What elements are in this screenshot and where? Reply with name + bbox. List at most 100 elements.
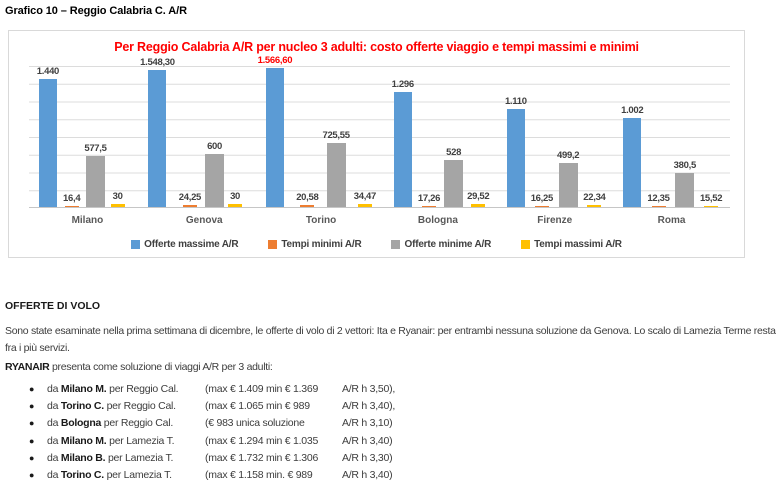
bar	[38, 79, 57, 207]
list-item: ● da Torino C. per Lamezia T. (max € 1.158…	[0, 467, 779, 484]
body-paragraph: Sono state esaminate nella prima settima…	[5, 325, 776, 354]
route-text: da Milano B. per Lamezia T.	[47, 451, 174, 464]
data-label: 12,35	[647, 192, 670, 204]
bar	[587, 205, 602, 207]
data-label: 1.002	[621, 105, 644, 117]
bar-column: 30	[110, 191, 125, 207]
list-item: ● da Torino C. per Reggio Cal. (max € 1.06…	[0, 398, 779, 415]
data-label: 22,34	[583, 192, 606, 203]
legend-swatch-icon	[131, 240, 141, 249]
bullet-list: ● da Milano M. per Reggio Cal. (max € 1.40…	[0, 381, 779, 484]
time-text: A/R h 3,10)	[342, 417, 393, 430]
legend-swatch-icon	[391, 240, 401, 249]
bar-column: 24,25	[179, 192, 201, 207]
bullet-icon: ●	[29, 418, 35, 429]
bar-group-torino: 1.566,60 20,58 725,55 34,47	[258, 55, 376, 207]
legend-item: Tempi minimi A/R	[268, 239, 362, 250]
legend-item: Offerte massime A/R	[131, 239, 239, 250]
legend-label: Tempi massimi A/R	[534, 239, 622, 250]
bar	[148, 69, 167, 207]
route-text: da Torino C. per Reggio Cal.	[47, 400, 176, 413]
bar	[704, 205, 719, 207]
bar	[506, 108, 525, 207]
data-label: 528	[446, 147, 462, 159]
time-text: A/R h 3,40)	[342, 434, 393, 447]
category-label: Bologna	[417, 215, 458, 226]
bar	[444, 160, 464, 207]
bullet-icon: ●	[29, 435, 35, 446]
bar-column: 577,5	[84, 143, 107, 207]
bar-column: 29,52	[467, 191, 490, 207]
bar-column: 30	[228, 191, 243, 207]
legend-label: Offerte minime A/R	[404, 239, 492, 250]
legend-item: Offerte minime A/R	[391, 239, 491, 250]
bar-column: 12,35	[647, 192, 670, 207]
bullet-icon: ●	[29, 452, 35, 463]
bar	[110, 204, 125, 207]
bar-column: 380,5	[674, 160, 696, 207]
time-text: A/R h 3,50),	[342, 383, 396, 395]
data-label: 1.566,60	[257, 55, 293, 66]
data-label: 1.440	[36, 66, 60, 78]
route-city: Milano B.	[60, 451, 106, 464]
bar	[326, 142, 346, 207]
category-label: Torino	[305, 215, 337, 226]
bar	[228, 204, 243, 207]
route-city: Torino C.	[60, 400, 104, 413]
bar-column: 16,25	[531, 193, 553, 207]
data-label: 30	[230, 191, 241, 203]
bar	[623, 118, 642, 207]
route-text: da Torino C. per Lamezia T.	[47, 469, 172, 482]
bar-column: 725,55	[322, 130, 350, 207]
route-city: Torino C.	[60, 469, 104, 482]
data-label: 380,5	[673, 160, 697, 172]
bar-group-bologna: 1.296 17,26 528 29,52	[392, 79, 490, 207]
route-city: Milano M.	[60, 434, 107, 447]
bar-column: 1.548,30	[140, 57, 175, 207]
route-text: da Bologna per Reggio Cal.	[47, 417, 173, 430]
chart-legend: Offerte massime A/R Tempi minimi A/R Offer…	[9, 239, 744, 250]
legend-swatch-icon	[521, 240, 531, 249]
section-heading: OFFERTE DI VOLO	[5, 300, 101, 312]
data-label: 1.296	[391, 79, 415, 90]
chart-title: Per Reggio Calabria A/R per nucleo 3 adu…	[114, 40, 639, 54]
bar-column: 15,52	[700, 193, 723, 207]
route-city: Bologna	[60, 417, 102, 430]
bullet-icon: ●	[29, 401, 35, 412]
route-text: da Milano M. per Lamezia T.	[47, 434, 175, 447]
bar-column: 1.566,60	[257, 55, 293, 207]
bar	[357, 203, 372, 207]
data-label: 20,58	[296, 192, 319, 204]
bar-column: 600	[205, 140, 225, 207]
bar	[675, 173, 695, 207]
document-title: Grafico 10 – Reggio Calabria C. A/R	[5, 5, 187, 17]
price-text: (€ 983 unica soluzione	[205, 417, 305, 430]
data-label: 17,26	[417, 192, 441, 204]
list-item: ● da Milano M. per Lamezia T. (max € 1.294…	[0, 433, 779, 450]
category-axis: Milano Genova Torino Bologna Firenze Roma	[29, 215, 730, 226]
bar-group-genova: 1.548,30 24,25 600 30	[140, 57, 243, 207]
data-label: 34,47	[353, 190, 377, 202]
bar-column: 20,58	[296, 192, 319, 207]
price-text: (max € 1.294 min € 1.035	[205, 434, 319, 447]
bar	[651, 205, 666, 207]
legend-item: Tempi massimi A/R	[521, 239, 622, 250]
list-item: ● da Bologna per Reggio Cal. (€ 983 unica …	[0, 415, 779, 432]
bar	[205, 153, 225, 207]
legend-swatch-icon	[268, 240, 278, 249]
bars-row: 1.440 16,4 577,5 30 1.548,30 24,25 600 30 1.566,…	[29, 55, 730, 207]
route-text: da Milano M. per Reggio Cal.	[47, 383, 179, 395]
bar-column: 1.296	[392, 79, 414, 207]
chart-plot-area: 1.440 16,4 577,5 30 1.548,30 24,25 600 30 1.566,…	[29, 55, 730, 208]
data-label: 1.548,30	[140, 56, 175, 68]
category-label: Genova	[185, 215, 223, 226]
ryanair-intro: RYANAIR presenta come soluzione di viagg…	[5, 361, 273, 373]
price-text: (max € 1.732 min € 1.306	[205, 451, 319, 464]
chart: Per Reggio Calabria A/R per nucleo 3 adu…	[8, 30, 745, 258]
bar	[421, 205, 436, 207]
bar-column: 1.002	[621, 105, 644, 207]
route-city: Milano M.	[60, 383, 107, 395]
bar-column: 16,4	[63, 193, 81, 207]
data-label: 600	[207, 140, 223, 152]
bar	[64, 205, 79, 207]
